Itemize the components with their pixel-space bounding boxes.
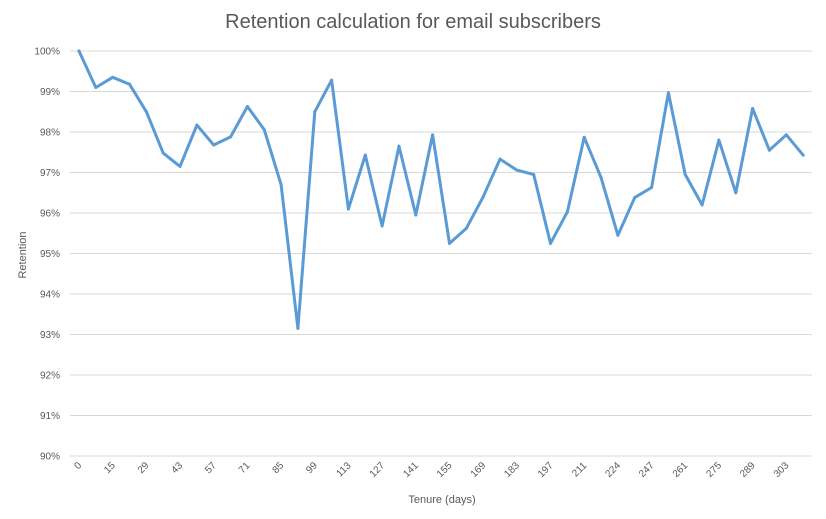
x-tick-label: 0 (72, 460, 84, 472)
x-tick-label: 224 (603, 460, 623, 480)
x-tick-label: 211 (570, 460, 589, 479)
data-point (212, 143, 216, 147)
y-axis-title: Retention (17, 231, 29, 278)
x-tick-label: 289 (738, 460, 758, 480)
x-tick-label: 155 (435, 460, 455, 480)
y-tick-label: 100% (34, 47, 60, 58)
data-point (144, 110, 148, 114)
data-point (77, 49, 81, 53)
data-point (683, 173, 687, 177)
data-point (700, 203, 704, 207)
y-tick-label: 99% (40, 87, 60, 98)
data-point (650, 185, 654, 189)
data-point (161, 151, 165, 155)
data-point (111, 75, 115, 79)
data-point (346, 207, 350, 211)
x-tick-label: 29 (136, 460, 152, 476)
retention-series-line (77, 49, 805, 330)
data-point (245, 104, 249, 108)
data-point (380, 224, 384, 228)
data-point (431, 133, 435, 137)
x-tick-label: 141 (401, 460, 421, 480)
x-tick-label: 15 (102, 460, 118, 476)
data-point (296, 326, 300, 330)
data-point (414, 213, 418, 217)
data-point (195, 123, 199, 127)
x-tick-label: 99 (304, 460, 320, 476)
x-tick-label: 303 (772, 460, 792, 480)
y-tick-label: 98% (40, 128, 60, 139)
data-point (616, 233, 620, 237)
data-point (94, 85, 98, 89)
chart-title: Retention calculation for email subscrib… (225, 11, 601, 33)
data-point (363, 153, 367, 157)
x-tick-label: 85 (271, 460, 287, 476)
data-point (532, 173, 536, 177)
data-point (734, 191, 738, 195)
data-point (128, 82, 132, 86)
data-point (549, 241, 553, 245)
data-point (330, 78, 334, 82)
data-point (751, 107, 755, 111)
data-point (633, 196, 637, 200)
y-tick-label: 92% (40, 371, 60, 382)
data-point (767, 148, 771, 152)
series-layer (77, 49, 805, 330)
y-tick-label: 94% (40, 290, 60, 301)
y-tick-label: 93% (40, 330, 60, 341)
data-point (229, 135, 233, 139)
data-point (582, 135, 586, 139)
data-point (397, 144, 401, 148)
data-point (498, 157, 502, 161)
x-tick-label: 197 (536, 460, 556, 480)
y-axis-ticks: 90% 91% 92% 93% 94% 95% 96% 97% 98% 99% 100% (34, 47, 60, 463)
data-point (464, 226, 468, 230)
x-tick-label: 169 (469, 460, 489, 480)
x-tick-label: 57 (203, 460, 219, 476)
y-tick-label: 96% (40, 209, 60, 220)
data-point (279, 183, 283, 187)
data-point (447, 241, 451, 245)
gridlines (70, 50, 812, 457)
x-tick-label: 127 (368, 460, 388, 480)
x-tick-label: 275 (704, 460, 724, 480)
data-point (599, 175, 603, 179)
data-point (313, 110, 317, 114)
x-tick-label: 71 (237, 460, 253, 476)
y-tick-label: 91% (40, 411, 60, 422)
data-point (784, 133, 788, 137)
y-tick-label: 97% (40, 168, 60, 179)
data-point (178, 164, 182, 168)
x-tick-label: 43 (170, 460, 186, 476)
data-point (481, 195, 485, 199)
x-tick-label: 247 (637, 460, 657, 480)
data-point (515, 168, 519, 172)
x-axis-title: Tenure (days) (408, 494, 475, 506)
x-tick-label: 183 (502, 460, 522, 480)
data-point (262, 128, 266, 132)
data-point (717, 138, 721, 142)
y-tick-label: 90% (40, 452, 60, 463)
x-tick-label: 113 (335, 460, 354, 479)
x-tick-label: 261 (671, 460, 691, 480)
data-point (666, 91, 670, 95)
data-point (565, 210, 569, 214)
data-point (801, 153, 805, 157)
y-tick-label: 95% (40, 249, 60, 260)
x-axis-ticks: 0 15 29 43 57 71 85 99 113 127 141 155 169 183 197 211 2… (72, 460, 791, 480)
